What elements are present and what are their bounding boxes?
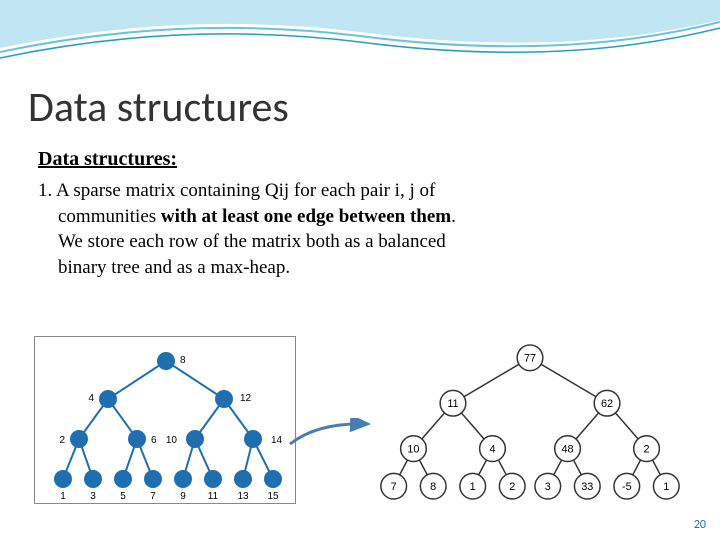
svg-text:33: 33 (581, 481, 593, 493)
section-heading: Data structures: (38, 148, 177, 171)
svg-text:3: 3 (545, 481, 551, 493)
svg-text:9: 9 (180, 491, 186, 502)
header-wave-decoration (0, 0, 720, 90)
svg-text:-5: -5 (622, 481, 632, 493)
page-number: 20 (694, 518, 706, 532)
slide-title: Data structures (28, 82, 289, 133)
svg-text:6: 6 (151, 435, 157, 446)
svg-text:77: 77 (524, 353, 536, 365)
svg-text:14: 14 (271, 435, 283, 446)
svg-text:10: 10 (166, 435, 178, 446)
svg-text:11: 11 (447, 398, 458, 410)
arrow-connector (288, 418, 376, 448)
svg-text:11: 11 (208, 491, 219, 502)
svg-text:15: 15 (267, 491, 279, 502)
svg-text:1: 1 (470, 481, 476, 493)
body-paragraph: 1. A sparse matrix containing Qij for ea… (38, 178, 678, 281)
svg-text:5: 5 (120, 491, 126, 502)
body-line-2: communities with at least one edge betwe… (38, 204, 678, 230)
svg-text:1: 1 (60, 491, 66, 502)
max-heap-diagram: 7711621044827812333-51 (370, 340, 690, 500)
svg-text:8: 8 (180, 355, 186, 366)
svg-text:8: 8 (430, 481, 436, 493)
svg-text:4: 4 (88, 393, 94, 404)
svg-text:48: 48 (561, 444, 573, 456)
svg-text:3: 3 (90, 491, 96, 502)
svg-text:62: 62 (601, 398, 613, 410)
svg-text:1: 1 (663, 481, 669, 493)
svg-text:2: 2 (59, 435, 65, 446)
svg-text:2: 2 (509, 481, 515, 493)
svg-text:7: 7 (391, 481, 397, 493)
svg-text:12: 12 (240, 393, 252, 404)
svg-text:7: 7 (150, 491, 156, 502)
svg-text:13: 13 (237, 491, 249, 502)
svg-text:2: 2 (644, 444, 650, 456)
binary-tree-diagram: 841226101413579111315 (34, 336, 296, 504)
svg-text:4: 4 (489, 444, 495, 456)
body-line-1: 1. A sparse matrix containing Qij for ea… (38, 178, 678, 204)
body-line-3: We store each row of the matrix both as … (38, 229, 678, 255)
svg-text:10: 10 (407, 444, 419, 456)
body-line-4: binary tree and as a max-heap. (38, 255, 678, 281)
